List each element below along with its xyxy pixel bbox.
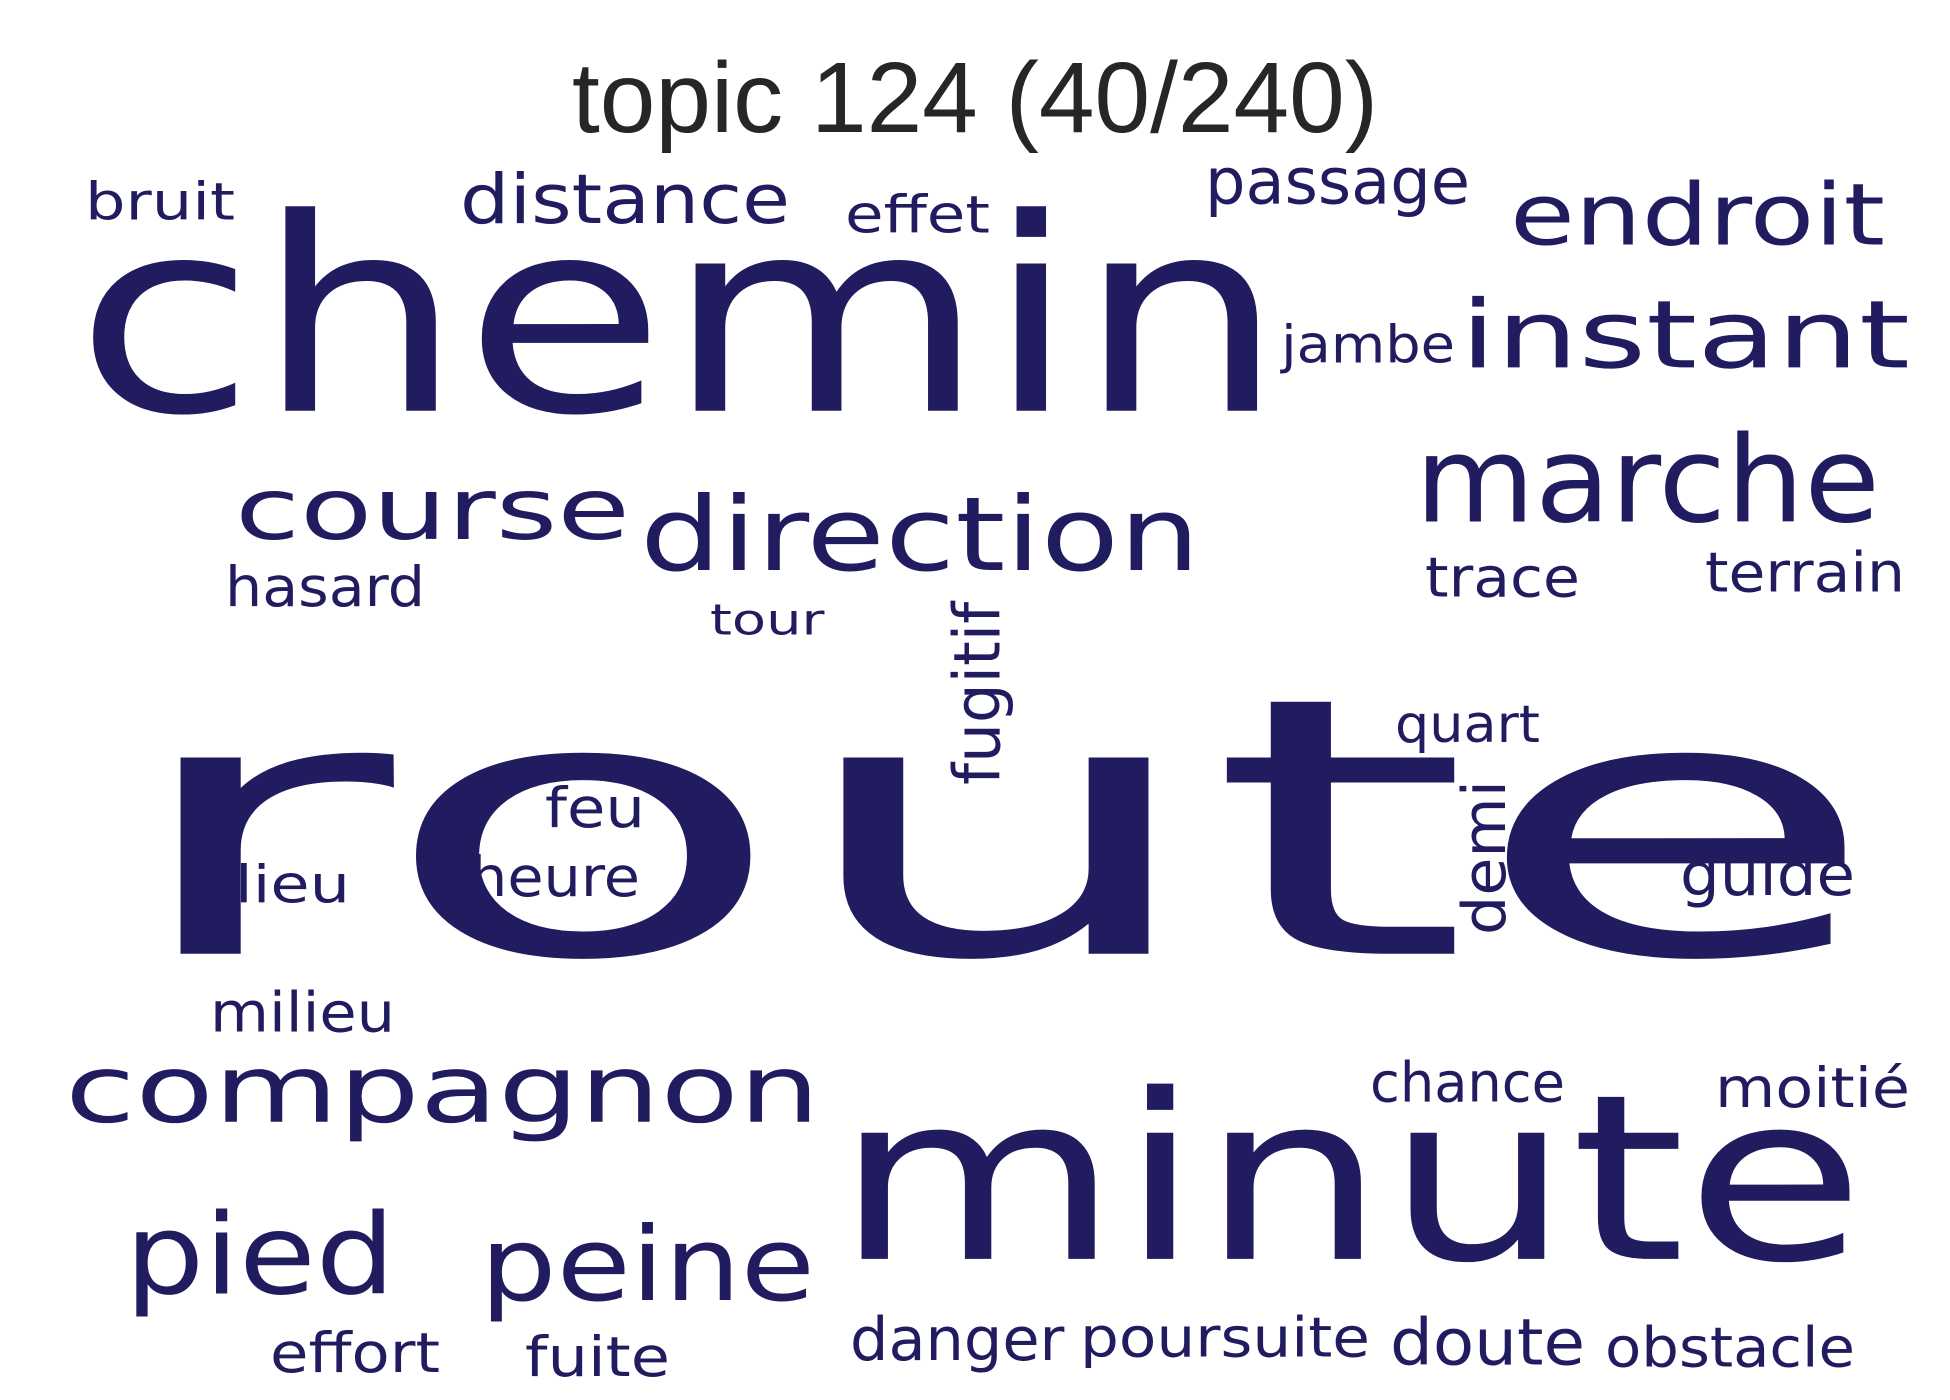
cloud-word: fugitif [940, 600, 1015, 785]
cloud-word: moitié [1715, 1055, 1910, 1120]
cloud-word: passage [1205, 145, 1470, 219]
cloud-word: compagnon [65, 1036, 820, 1145]
cloud-word: feu [545, 775, 645, 840]
cloud-word: terrain [1705, 540, 1905, 605]
cloud-word: chance [1370, 1050, 1565, 1115]
figure-title: topic 124 (40/240) [571, 42, 1379, 154]
cloud-word: effet [845, 185, 990, 245]
cloud-word: course [235, 460, 630, 559]
cloud-word: obstacle [1605, 1315, 1855, 1380]
cloud-word: marche [1415, 410, 1880, 550]
cloud-word: doute [1390, 1305, 1585, 1380]
cloud-word: hasard [225, 555, 425, 619]
cloud-word: route [120, 621, 1880, 1039]
cloud-word: peine [480, 1205, 815, 1324]
cloud-word: endroit [1510, 165, 1885, 265]
cloud-word: poursuite [1080, 1305, 1370, 1370]
cloud-word: pied [125, 1190, 395, 1320]
cloud-word: guide [1680, 840, 1855, 909]
cloud-word: distance [460, 160, 790, 239]
cloud-word: chemin [75, 161, 1285, 475]
cloud-word: milieu [210, 980, 395, 1045]
cloud-word: bruit [85, 172, 235, 232]
cloud-word: demi [1450, 780, 1520, 935]
cloud-word: heure [470, 845, 640, 909]
cloud-word: fuite [525, 1325, 670, 1390]
cloud-word: instant [1460, 280, 1910, 389]
cloud-word: danger [850, 1305, 1065, 1375]
cloud-word: minute [835, 1046, 1865, 1314]
cloud-word: jambe [1280, 315, 1455, 375]
cloud-word: lieu [235, 855, 350, 915]
cloud-word: direction [640, 475, 1200, 595]
cloud-word: trace [1425, 545, 1580, 610]
cloud-word: effort [270, 1320, 440, 1385]
cloud-word: tour [710, 595, 825, 645]
cloud-word: quart [1395, 695, 1540, 754]
